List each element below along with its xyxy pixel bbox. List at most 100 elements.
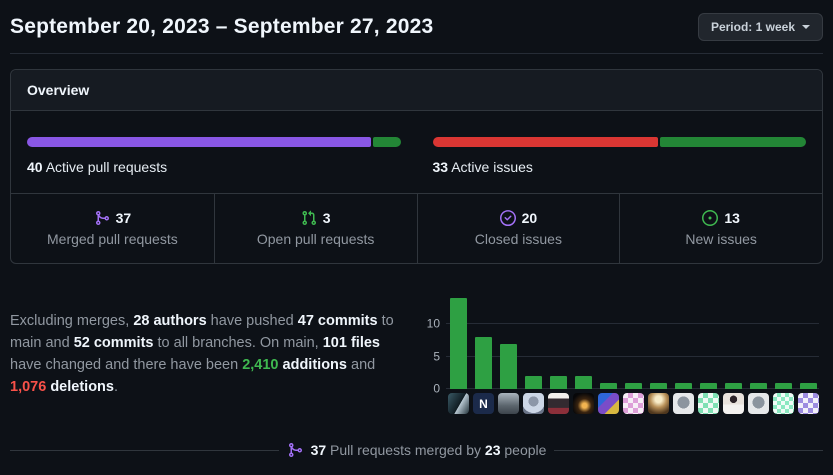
text-segment: and (346, 357, 376, 373)
page-title: September 20, 2023 – September 27, 2023 (10, 15, 434, 38)
activity-section: Excluding merges, 28 authors have pushed… (10, 296, 823, 414)
avatar-author-1[interactable] (448, 393, 469, 414)
issue-opened-icon (702, 210, 719, 226)
stat-new-issues: 13 New issues (619, 194, 822, 263)
new-issues-segment (659, 137, 806, 147)
active-pull-requests-section: 40 Active pull requests (11, 111, 417, 193)
text-segment: 1,076 (10, 379, 47, 395)
pulse-page: September 20, 2023 – September 27, 2023 … (10, 0, 823, 458)
avatar-author-6[interactable] (573, 393, 594, 414)
commit-bar (750, 382, 767, 389)
new-issues-label: New issues (685, 231, 757, 247)
active-issues-label: 33 Active issues (433, 159, 807, 175)
text-segment: 2,410 (242, 357, 279, 373)
active-pull-requests-text: Active pull requests (42, 159, 168, 175)
avatar-author-14[interactable] (773, 393, 794, 414)
avatar-author-10[interactable] (673, 393, 694, 414)
text-segment: 28 authors (133, 313, 207, 329)
commit-bar (475, 337, 492, 389)
y-axis-tick-label: 5 (433, 348, 440, 363)
git-merge-icon (94, 210, 110, 226)
commit-bar (450, 298, 467, 389)
open-pull-requests-count: 3 (322, 210, 331, 226)
text-segment: to main and (10, 313, 394, 351)
text-segment: 52 commits (73, 335, 154, 351)
avatar-author-15[interactable] (798, 393, 819, 414)
text-segment: Pull requests merged by (326, 442, 485, 458)
closed-issues-segment (432, 137, 658, 147)
commit-bar (600, 382, 617, 389)
merged-pull-requests-segment (27, 137, 371, 147)
overview-progress-section: 40 Active pull requests 33 Active issues (11, 111, 822, 193)
y-axis-tick-label: 10 (426, 316, 440, 331)
closed-issues-count: 20 (521, 210, 538, 226)
commit-graph-avatars: N (448, 393, 823, 414)
commit-bar (800, 382, 817, 389)
commit-bar (675, 382, 692, 389)
stat-closed-issues: 20 Closed issues (416, 194, 620, 263)
closed-issues-label: Closed issues (474, 231, 562, 247)
gridline: 5 (433, 349, 819, 363)
commit-graph-plot: 0 5 10 (427, 296, 819, 395)
overview-panel: Overview 40 Active pull requests 33 Acti… (10, 69, 823, 264)
merged-pull-requests-label: Merged pull requests (47, 231, 178, 247)
text-segment: additions (282, 357, 347, 373)
commit-bars (448, 298, 819, 389)
new-issues-count: 13 (724, 210, 740, 226)
active-pull-requests-count: 40 (27, 159, 43, 175)
commit-bar (725, 382, 742, 389)
divider-line-right (554, 449, 823, 451)
divider-line-left (10, 449, 279, 451)
commit-bar (775, 382, 792, 389)
text-segment: 23 (484, 442, 501, 458)
page-header: September 20, 2023 – September 27, 2023 … (10, 0, 823, 54)
y-axis-tick-label: 0 (433, 381, 440, 396)
commit-bar (575, 376, 592, 389)
avatar-author-2[interactable]: N (473, 393, 494, 414)
commit-bar (650, 382, 667, 389)
commit-bar (700, 382, 717, 389)
commit-bar (625, 382, 642, 389)
avatar-author-5[interactable] (548, 393, 569, 414)
avatar-author-8[interactable] (623, 393, 644, 414)
text-segment: 37 (310, 442, 327, 458)
text-segment: people (500, 442, 547, 458)
avatar-author-9[interactable] (648, 393, 669, 414)
text-segment: Excluding merges, (10, 313, 134, 329)
stat-merged-pull-requests: 37 Merged pull requests (11, 194, 214, 263)
issues-progress-bar (432, 137, 806, 147)
overview-stats-row: 37 Merged pull requests 3 Open pull requ… (11, 193, 822, 263)
text-segment: . (113, 379, 119, 395)
overview-panel-title: Overview (11, 70, 822, 111)
active-pull-requests-label: 40 Active pull requests (27, 159, 401, 175)
text-segment: 101 files (322, 335, 380, 351)
open-pull-requests-label: Open pull requests (256, 231, 375, 247)
avatar-author-7[interactable] (598, 393, 619, 414)
git-pull-request-icon (301, 210, 317, 226)
commit-bar (525, 376, 542, 389)
merged-by-text: 37 Pull requests merged by 23 people (311, 442, 547, 458)
period-dropdown-button[interactable]: Period: 1 week (697, 13, 823, 41)
commit-bar (550, 376, 567, 389)
text-segment: have changed and there have been (10, 357, 243, 373)
avatar-author-4[interactable] (523, 393, 544, 414)
avatar-author-3[interactable] (498, 393, 519, 414)
pull-requests-progress-bar (27, 137, 401, 147)
commit-graph: 0 5 10 N (424, 296, 823, 414)
gridline: 10 (427, 316, 819, 330)
stat-open-pull-requests: 3 Open pull requests (213, 194, 417, 263)
commit-bar (500, 343, 517, 389)
avatar-author-11[interactable] (698, 393, 719, 414)
commit-summary-text: Excluding merges, 28 authors have pushed… (10, 296, 414, 414)
active-issues-section: 33 Active issues (417, 111, 823, 193)
avatar-author-12[interactable] (723, 393, 744, 414)
text-segment: to all branches. On main, (153, 335, 323, 351)
text-segment: deletions (50, 379, 114, 395)
issue-closed-icon (499, 210, 516, 226)
text-segment: have pushed (206, 313, 298, 329)
avatar-author-13[interactable] (748, 393, 769, 414)
text-segment: 47 commits (297, 313, 378, 329)
git-merge-icon (287, 442, 303, 458)
period-dropdown-label: Period: 1 week (710, 20, 795, 34)
open-pull-requests-segment (372, 137, 401, 147)
